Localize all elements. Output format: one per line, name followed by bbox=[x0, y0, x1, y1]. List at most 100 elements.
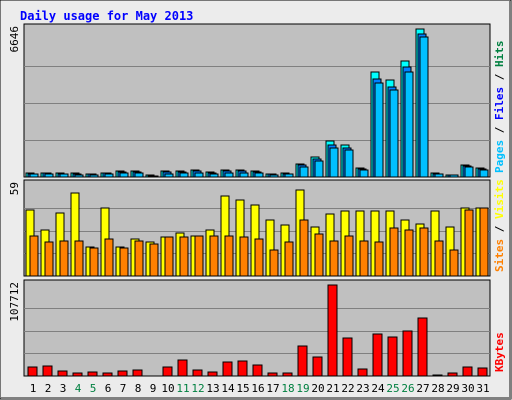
x-tick-label-day-29: 29 bbox=[446, 382, 459, 395]
bar-kbytes-day-5 bbox=[87, 371, 98, 377]
side-label-middle: Sites / Visits bbox=[493, 179, 506, 272]
panel-middle: 59 Sites / Visits bbox=[8, 179, 506, 277]
bar-sites-day-31 bbox=[479, 207, 489, 277]
bar-pages-day-18 bbox=[284, 173, 294, 178]
side-label-hits: Hits bbox=[493, 41, 506, 68]
x-tick-label-day-22: 22 bbox=[341, 382, 354, 395]
bar-kbytes-day-16 bbox=[252, 364, 263, 377]
bar-pages-day-27 bbox=[419, 36, 429, 178]
bar-pages-day-31 bbox=[479, 169, 489, 178]
bar-pages-day-24 bbox=[374, 82, 384, 178]
side-label-top: Pages / Files / Hits bbox=[493, 41, 506, 174]
bar-sites-day-28 bbox=[434, 240, 444, 277]
x-tick-label-day-10: 10 bbox=[161, 382, 174, 395]
x-tick-label-day-12: 12 bbox=[191, 382, 204, 395]
bar-sites-day-20 bbox=[314, 233, 324, 277]
bar-pages-day-12 bbox=[194, 172, 204, 178]
side-label-pages: Pages bbox=[493, 140, 506, 173]
bar-kbytes-day-30 bbox=[462, 366, 473, 377]
bar-pages-day-1 bbox=[29, 173, 39, 178]
bar-pages-day-13 bbox=[209, 173, 219, 178]
bar-sites-day-16 bbox=[254, 238, 264, 277]
bar-kbytes-day-1 bbox=[27, 366, 38, 377]
bar-sites-day-11 bbox=[179, 236, 189, 277]
bar-sites-day-27 bbox=[419, 227, 429, 277]
x-tick-label-day-24: 24 bbox=[371, 382, 385, 395]
bar-pages-day-5 bbox=[89, 174, 99, 178]
x-tick-label-day-25: 25 bbox=[386, 382, 399, 395]
side-label-visits: Visits bbox=[493, 179, 506, 219]
bar-kbytes-day-6 bbox=[102, 372, 113, 377]
bar-pages-day-9 bbox=[149, 175, 159, 178]
x-tick-label-day-7: 7 bbox=[120, 382, 127, 395]
bar-pages-day-15 bbox=[239, 172, 249, 178]
bar-kbytes-day-15 bbox=[237, 360, 248, 377]
side-label-kbytes: KBytes bbox=[493, 332, 506, 372]
side-label-files: Files bbox=[493, 87, 506, 120]
x-tick-label-day-16: 16 bbox=[251, 382, 264, 395]
bar-pages-day-7 bbox=[119, 172, 129, 178]
panel-bottom: 107712 KBytes bbox=[8, 279, 506, 377]
bar-kbytes-day-31 bbox=[477, 367, 488, 377]
bar-sites-day-6 bbox=[104, 238, 114, 277]
x-tick-label-day-17: 17 bbox=[266, 382, 279, 395]
bar-pages-day-19 bbox=[299, 166, 309, 178]
side-label-separator: / bbox=[493, 120, 506, 140]
bar-kbytes-day-26 bbox=[402, 330, 413, 377]
bar-pages-day-22 bbox=[344, 149, 354, 178]
bar-sites-day-14 bbox=[224, 235, 234, 277]
bar-pages-day-29 bbox=[449, 174, 459, 178]
bar-pages-day-17 bbox=[269, 174, 279, 178]
bar-sites-day-8 bbox=[134, 240, 144, 277]
bar-sites-day-22 bbox=[344, 235, 354, 277]
bar-pages-day-25 bbox=[389, 89, 399, 178]
bar-kbytes-day-14 bbox=[222, 361, 233, 377]
bar-pages-day-16 bbox=[254, 172, 264, 178]
bar-pages-day-2 bbox=[44, 173, 54, 178]
x-tick-label-day-19: 19 bbox=[296, 382, 309, 395]
x-tick-label-day-31: 31 bbox=[476, 382, 489, 395]
x-tick-label-day-9: 9 bbox=[150, 382, 157, 395]
bar-kbytes-day-27 bbox=[417, 317, 428, 377]
x-tick-label-day-14: 14 bbox=[221, 382, 235, 395]
max-label-top: 6646 bbox=[8, 26, 21, 53]
bar-sites-day-29 bbox=[449, 249, 459, 277]
bar-kbytes-day-23 bbox=[357, 368, 368, 377]
bar-kbytes-day-22 bbox=[342, 337, 353, 377]
bar-sites-day-15 bbox=[239, 236, 249, 277]
x-tick-label-day-6: 6 bbox=[105, 382, 112, 395]
x-tick-label-day-8: 8 bbox=[135, 382, 142, 395]
bar-sites-day-18 bbox=[284, 241, 294, 277]
bar-kbytes-day-8 bbox=[132, 369, 143, 377]
x-tick-label-day-27: 27 bbox=[416, 382, 429, 395]
bar-pages-day-21 bbox=[329, 147, 339, 178]
bar-pages-day-28 bbox=[434, 173, 444, 178]
bar-sites-day-21 bbox=[329, 240, 339, 277]
x-axis-labels: 1 2 3 4 5 6 7 8 9 10 11 12 13 14 15 16 17 18 19 20 21 22 23 24 2… bbox=[30, 382, 490, 395]
chart-panels: 6646 Pages / Files / Hits 59 Sites / Visits… bbox=[8, 23, 506, 377]
bar-kbytes-day-11 bbox=[177, 359, 188, 377]
bar-pages-day-23 bbox=[359, 169, 369, 178]
bar-sites-day-12 bbox=[194, 235, 204, 277]
side-label-bottom: KBytes bbox=[493, 332, 506, 372]
x-tick-label-day-15: 15 bbox=[236, 382, 249, 395]
x-tick-label-day-18: 18 bbox=[281, 382, 294, 395]
bar-kbytes-day-18 bbox=[282, 372, 293, 377]
bar-sites-day-19 bbox=[299, 219, 309, 277]
bar-kbytes-day-4 bbox=[72, 372, 83, 377]
x-tick-label-day-11: 11 bbox=[176, 382, 189, 395]
bar-kbytes-day-28 bbox=[432, 374, 443, 377]
bar-sites-day-23 bbox=[359, 240, 369, 277]
panel-top: 6646 Pages / Files / Hits bbox=[8, 23, 506, 178]
bar-pages-day-30 bbox=[464, 166, 474, 178]
bar-pages-day-6 bbox=[104, 173, 114, 178]
bar-kbytes-day-17 bbox=[267, 372, 278, 377]
bar-kbytes-day-21 bbox=[327, 284, 338, 377]
x-tick-label-day-4: 4 bbox=[75, 382, 82, 395]
bar-pages-day-11 bbox=[179, 172, 189, 178]
bar-kbytes-day-29 bbox=[447, 372, 458, 377]
x-tick-label-day-3: 3 bbox=[60, 382, 67, 395]
bar-sites-day-2 bbox=[44, 241, 54, 277]
